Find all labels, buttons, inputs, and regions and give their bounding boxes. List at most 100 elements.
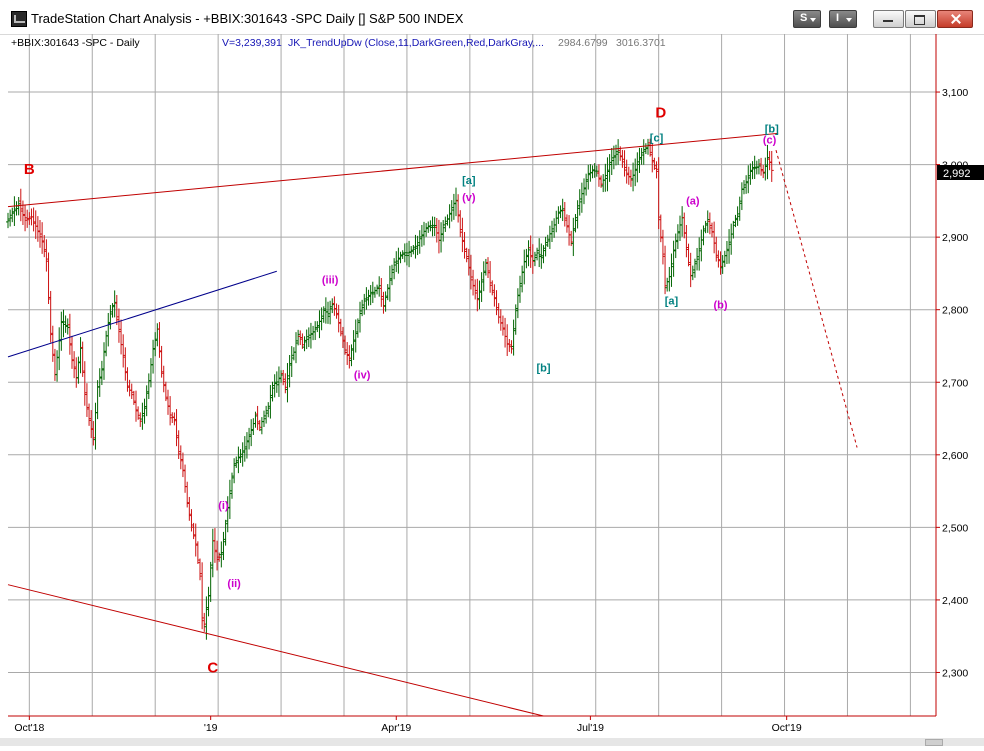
price-bar bbox=[379, 278, 384, 307]
price-bar bbox=[300, 333, 305, 349]
price-bar bbox=[334, 303, 339, 319]
chart-frame[interactable]: B C D (i) (ii) (iii) (iv) (v) [a] [b] [c] (a) [a] (b)… bbox=[0, 34, 984, 746]
price-bar bbox=[682, 212, 687, 239]
price-bar bbox=[500, 315, 505, 336]
price-bar bbox=[108, 304, 113, 330]
trendline[interactable] bbox=[7, 270, 277, 358]
price-bar bbox=[200, 562, 205, 630]
price-bar bbox=[308, 322, 313, 349]
price-bar bbox=[328, 300, 333, 325]
price-bar bbox=[390, 264, 394, 286]
price-bar bbox=[50, 325, 55, 362]
price-bar bbox=[567, 215, 572, 246]
price-bar bbox=[411, 245, 416, 255]
horizontal-scrollbar[interactable] bbox=[0, 738, 984, 746]
price-bar bbox=[195, 541, 200, 564]
price-bar bbox=[535, 247, 540, 261]
price-bar bbox=[76, 356, 81, 384]
price-bar bbox=[148, 358, 153, 388]
price-bar bbox=[170, 412, 175, 423]
price-bar bbox=[153, 332, 158, 357]
price-bar bbox=[503, 317, 508, 348]
price-bar bbox=[168, 396, 173, 426]
price-bar bbox=[112, 290, 117, 318]
price-bar bbox=[283, 373, 288, 394]
price-bar bbox=[667, 266, 672, 292]
price-bar bbox=[462, 232, 467, 259]
price-bar bbox=[99, 360, 104, 386]
x-tick-label: Oct'18 bbox=[14, 722, 44, 734]
price-bar bbox=[573, 214, 578, 233]
price-bar bbox=[362, 293, 367, 315]
indicator-label: JK_TrendUpDw (Close,11,DarkGreen,Red,Dar… bbox=[288, 37, 544, 49]
price-bar bbox=[746, 165, 751, 194]
s-menu-button[interactable]: S bbox=[793, 10, 821, 28]
price-bar bbox=[151, 339, 156, 374]
price-bar bbox=[641, 139, 646, 165]
last-price-label: 2,992 bbox=[943, 168, 971, 180]
price-bar bbox=[449, 200, 454, 222]
price-bar bbox=[765, 144, 770, 180]
price-bar bbox=[552, 218, 557, 238]
price-bar bbox=[70, 335, 74, 369]
price-bar bbox=[40, 222, 45, 254]
y-tick-label: 3,100 bbox=[942, 87, 968, 99]
price-bar bbox=[494, 290, 499, 316]
minimize-button[interactable] bbox=[873, 10, 904, 28]
trendline[interactable] bbox=[7, 132, 779, 208]
price-bar bbox=[763, 157, 768, 181]
price-bar bbox=[436, 219, 441, 254]
price-bar bbox=[486, 257, 490, 279]
wave-label: (a) bbox=[686, 196, 700, 208]
price-bar bbox=[409, 246, 414, 258]
chevron-down-icon bbox=[846, 18, 852, 22]
price-bar bbox=[381, 291, 386, 314]
price-bar bbox=[748, 163, 753, 185]
price-bar bbox=[520, 265, 525, 293]
trendline[interactable] bbox=[775, 149, 858, 448]
price-bar bbox=[116, 308, 121, 343]
price-bar bbox=[270, 381, 275, 402]
price-bar bbox=[456, 194, 461, 223]
price-bar bbox=[44, 239, 49, 272]
price-bar bbox=[52, 348, 57, 381]
price-bar bbox=[377, 276, 382, 297]
price-bar bbox=[699, 229, 704, 262]
price-bar bbox=[447, 204, 452, 229]
price-bar bbox=[767, 151, 772, 171]
price-bar bbox=[61, 309, 66, 338]
price-bar bbox=[665, 277, 670, 292]
window-titlebar: TradeStation Chart Analysis - +BBIX:3016… bbox=[0, 0, 984, 35]
chevron-down-icon bbox=[810, 18, 816, 22]
x-tick-label: Apr'19 bbox=[381, 722, 411, 734]
price-bar bbox=[522, 249, 527, 285]
price-bar bbox=[481, 261, 486, 292]
x-tick-label: '19 bbox=[204, 722, 218, 734]
price-bar bbox=[302, 336, 307, 352]
trendline[interactable] bbox=[7, 584, 544, 717]
y-tick-label: 2,900 bbox=[942, 232, 968, 244]
price-bar bbox=[579, 182, 584, 213]
price-bar bbox=[78, 337, 83, 374]
wave-label: (iii) bbox=[322, 275, 339, 287]
scrollbar-thumb[interactable] bbox=[925, 739, 943, 746]
y-tick-label: 2,300 bbox=[942, 667, 968, 679]
y-tick-label: 2,800 bbox=[942, 305, 968, 317]
price-bar bbox=[134, 390, 138, 422]
price-bar bbox=[347, 345, 352, 369]
i-menu-button[interactable]: I bbox=[829, 10, 857, 28]
price-chart[interactable]: B C D (i) (ii) (iii) (iv) (v) [a] [b] [c] (a) [a] (b)… bbox=[0, 34, 984, 746]
price-bar bbox=[55, 350, 60, 382]
price-bar bbox=[33, 210, 38, 240]
price-bar bbox=[59, 311, 64, 351]
price-bar bbox=[479, 272, 484, 302]
price-bar bbox=[441, 220, 446, 242]
price-bar bbox=[82, 361, 87, 406]
price-bar bbox=[616, 139, 621, 165]
close-button[interactable] bbox=[937, 10, 973, 28]
price-bar bbox=[172, 412, 177, 426]
price-bar bbox=[106, 312, 111, 347]
price-bar bbox=[451, 193, 456, 220]
maximize-button[interactable] bbox=[905, 10, 936, 28]
price-bar bbox=[582, 178, 586, 205]
